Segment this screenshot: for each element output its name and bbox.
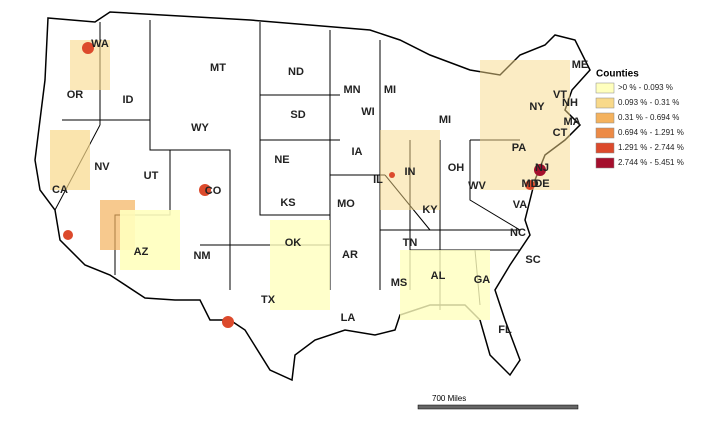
state-label: NC [510,227,526,239]
state-label: NH [562,97,578,109]
state-label: CA [52,184,68,196]
state-label: NV [94,161,110,173]
state-label: VA [513,199,528,211]
state-label: MA [563,116,580,128]
state-label: TX [261,294,276,306]
state-label: MN [343,84,360,96]
state-label: AR [342,249,358,261]
state-label: KS [280,197,295,209]
state-label: PA [512,142,527,154]
legend-label: 2.744 % - 5.451 % [618,158,684,167]
state-label: NM [193,250,210,262]
legend-label: 1.291 % - 2.744 % [618,143,684,152]
state-label: NY [529,101,545,113]
county-shading [50,40,570,328]
state-label: IL [373,174,383,186]
scale-label: 700 Miles [432,394,466,403]
legend-label: 0.093 % - 0.31 % [618,98,679,107]
state-label: WY [191,122,209,134]
state-label: MT [210,62,226,74]
state-label: VT [553,89,567,101]
state-label: LA [341,312,356,324]
state-label: WV [468,180,486,192]
legend: Counties >0 % - 0.093 % 0.093 % - 0.31 % 0… [595,69,684,169]
state-label: AZ [134,246,149,258]
state-label: TN [403,237,418,249]
state-label: AL [431,270,446,282]
state-label: CT [553,127,568,139]
legend-label: >0 % - 0.093 % [618,83,673,92]
state-label: CO [205,185,222,197]
scale-bar: 700 Miles [417,394,579,410]
legend-swatch [595,127,615,139]
state-label: UT [144,170,159,182]
state-label: IA [352,146,363,158]
state-label: WI [361,106,374,118]
legend-swatch [595,112,615,124]
state-label: ND [288,66,304,78]
state-label: ME [572,59,589,71]
state-label: DE [534,178,549,190]
state-label: FL [498,324,512,336]
state-label: MI [439,114,451,126]
legend-swatch [595,157,615,169]
state-label: KY [422,204,438,216]
scale-rule [417,404,579,410]
state-label: OR [67,89,84,101]
legend-label: 0.694 % - 1.291 % [618,128,684,137]
legend-title: Counties [596,69,639,80]
state-label: SC [525,254,540,266]
state-label: OH [448,162,465,174]
state-label: MI [384,84,396,96]
state-label: ID [123,94,134,106]
legend-swatch [595,142,615,154]
state-label: MS [391,277,408,289]
state-label: SD [290,109,305,121]
legend-swatch [595,97,615,109]
state-label: IN [405,166,416,178]
legend-swatch [595,82,615,94]
state-label: WA [91,38,109,50]
state-label: NE [274,154,289,166]
state-label: MO [337,198,355,210]
legend-label: 0.31 % - 0.694 % [618,113,679,122]
state-label: OK [285,237,302,249]
state-label: MD [521,178,538,190]
state-label: NJ [535,162,549,174]
state-label: GA [474,274,491,286]
